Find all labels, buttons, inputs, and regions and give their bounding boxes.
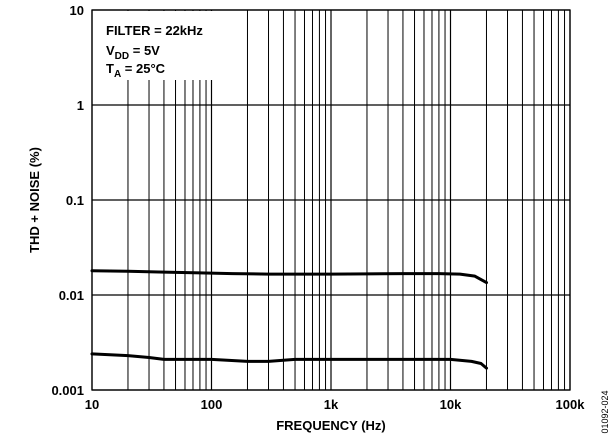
annotation-temp-value: = 25°C bbox=[121, 61, 165, 76]
y-axis-title: THD + NOISE (%) bbox=[27, 147, 42, 253]
y-tick-label: 10 bbox=[70, 3, 84, 18]
x-tick-label: 10 bbox=[85, 397, 99, 412]
annotation-vdd-value: = 5V bbox=[129, 43, 160, 58]
annotation-temp-main: T bbox=[106, 61, 114, 76]
x-tick-label: 100 bbox=[201, 397, 223, 412]
x-tick-label: 1k bbox=[324, 397, 339, 412]
y-tick-label: 0.001 bbox=[51, 383, 84, 398]
series-line-1 bbox=[92, 271, 486, 283]
x-tick-label: 10k bbox=[440, 397, 462, 412]
figure-id: 01092-024 bbox=[600, 390, 610, 433]
x-tick-labels: 10 100 1k 10k 100k bbox=[85, 397, 585, 412]
y-tick-label: 0.1 bbox=[66, 193, 84, 208]
y-tick-label: 1 bbox=[77, 98, 84, 113]
x-tick-label: 100k bbox=[556, 397, 586, 412]
series-line-2 bbox=[92, 354, 486, 368]
annotation-filter: FILTER = 22kHz bbox=[106, 23, 203, 38]
y-tick-label: 0.01 bbox=[59, 288, 84, 303]
x-axis-title: FREQUENCY (Hz) bbox=[276, 418, 386, 433]
y-tick-labels: 10 1 0.1 0.01 0.001 bbox=[51, 3, 84, 398]
annotation-temp-sub: A bbox=[114, 69, 121, 80]
series-layer bbox=[92, 271, 486, 368]
annotation-vdd-main: V bbox=[106, 43, 115, 58]
